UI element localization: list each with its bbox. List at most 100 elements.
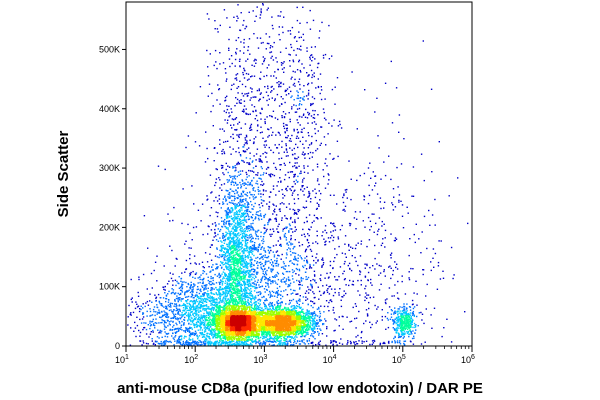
data-point	[187, 312, 190, 314]
data-point	[379, 272, 382, 274]
data-point	[234, 65, 236, 67]
data-point	[361, 340, 363, 342]
data-point	[192, 313, 194, 315]
data-point	[232, 239, 235, 241]
data-point	[250, 216, 253, 219]
data-point	[307, 343, 310, 345]
data-point	[306, 278, 309, 280]
data-point	[207, 290, 209, 292]
data-point	[254, 295, 257, 297]
data-point	[393, 311, 395, 314]
data-point	[222, 172, 224, 174]
data-point	[135, 301, 137, 303]
data-point	[268, 335, 271, 337]
data-point	[317, 218, 319, 220]
data-point	[323, 136, 326, 138]
data-point	[178, 336, 180, 339]
data-point	[200, 295, 202, 297]
data-point	[241, 215, 244, 217]
data-point	[342, 201, 345, 204]
data-point	[246, 262, 248, 264]
data-point	[203, 327, 205, 329]
data-point	[286, 344, 289, 346]
data-point	[344, 260, 346, 263]
data-point	[305, 248, 308, 251]
data-point	[375, 182, 377, 184]
data-point	[390, 267, 392, 269]
data-point	[269, 340, 272, 343]
data-point	[198, 296, 200, 298]
data-point	[320, 274, 322, 276]
data-point	[243, 216, 246, 219]
data-point	[248, 237, 250, 239]
data-point	[207, 293, 209, 295]
data-point	[202, 321, 204, 324]
data-point	[329, 153, 331, 155]
data-point	[210, 330, 213, 332]
data-point	[188, 331, 191, 334]
data-point	[283, 236, 286, 238]
data-point	[255, 165, 257, 167]
data-point	[235, 167, 237, 169]
data-point	[242, 212, 245, 214]
data-point	[228, 279, 230, 282]
data-point	[249, 247, 251, 249]
data-point	[249, 87, 252, 89]
data-point	[174, 265, 176, 267]
data-point	[214, 341, 216, 343]
data-point	[408, 313, 410, 316]
data-point	[207, 66, 209, 68]
data-point	[250, 123, 253, 126]
data-point	[302, 302, 304, 304]
data-point	[364, 263, 366, 265]
data-point	[265, 339, 267, 341]
data-point	[259, 190, 261, 192]
data-point	[172, 320, 174, 323]
data-point	[127, 316, 129, 318]
data-point	[245, 274, 247, 276]
data-point	[172, 289, 175, 291]
data-point	[260, 213, 262, 215]
data-point	[255, 136, 257, 138]
data-point	[281, 342, 284, 344]
data-point	[233, 229, 236, 231]
data-point	[229, 211, 231, 213]
data-point	[222, 233, 224, 235]
data-point	[319, 319, 322, 321]
data-point	[243, 110, 245, 112]
data-point	[285, 289, 287, 291]
data-point	[193, 317, 196, 320]
data-point	[234, 214, 236, 216]
data-point	[425, 308, 427, 310]
data-point	[303, 233, 305, 235]
data-point	[244, 206, 246, 208]
data-point	[259, 243, 261, 245]
data-point	[192, 319, 194, 321]
data-point	[272, 251, 274, 253]
data-point	[254, 247, 256, 250]
data-point	[167, 213, 169, 215]
data-point	[244, 142, 247, 144]
data-point	[210, 207, 213, 209]
data-point	[246, 208, 248, 211]
data-point	[251, 253, 254, 255]
data-point	[298, 115, 301, 118]
data-point	[308, 312, 311, 315]
data-point	[192, 332, 194, 334]
data-point	[299, 83, 301, 86]
data-point	[287, 343, 289, 345]
data-point	[266, 203, 268, 205]
data-point	[237, 233, 239, 235]
data-point	[370, 177, 372, 179]
data-point	[202, 309, 204, 311]
data-point	[305, 313, 307, 315]
data-point	[210, 275, 212, 278]
data-point	[269, 276, 271, 279]
data-point	[346, 188, 348, 191]
data-point	[289, 250, 292, 253]
data-point	[282, 122, 285, 125]
data-point	[160, 332, 162, 334]
data-point	[251, 248, 253, 251]
data-point	[291, 337, 293, 339]
data-point	[390, 313, 393, 315]
